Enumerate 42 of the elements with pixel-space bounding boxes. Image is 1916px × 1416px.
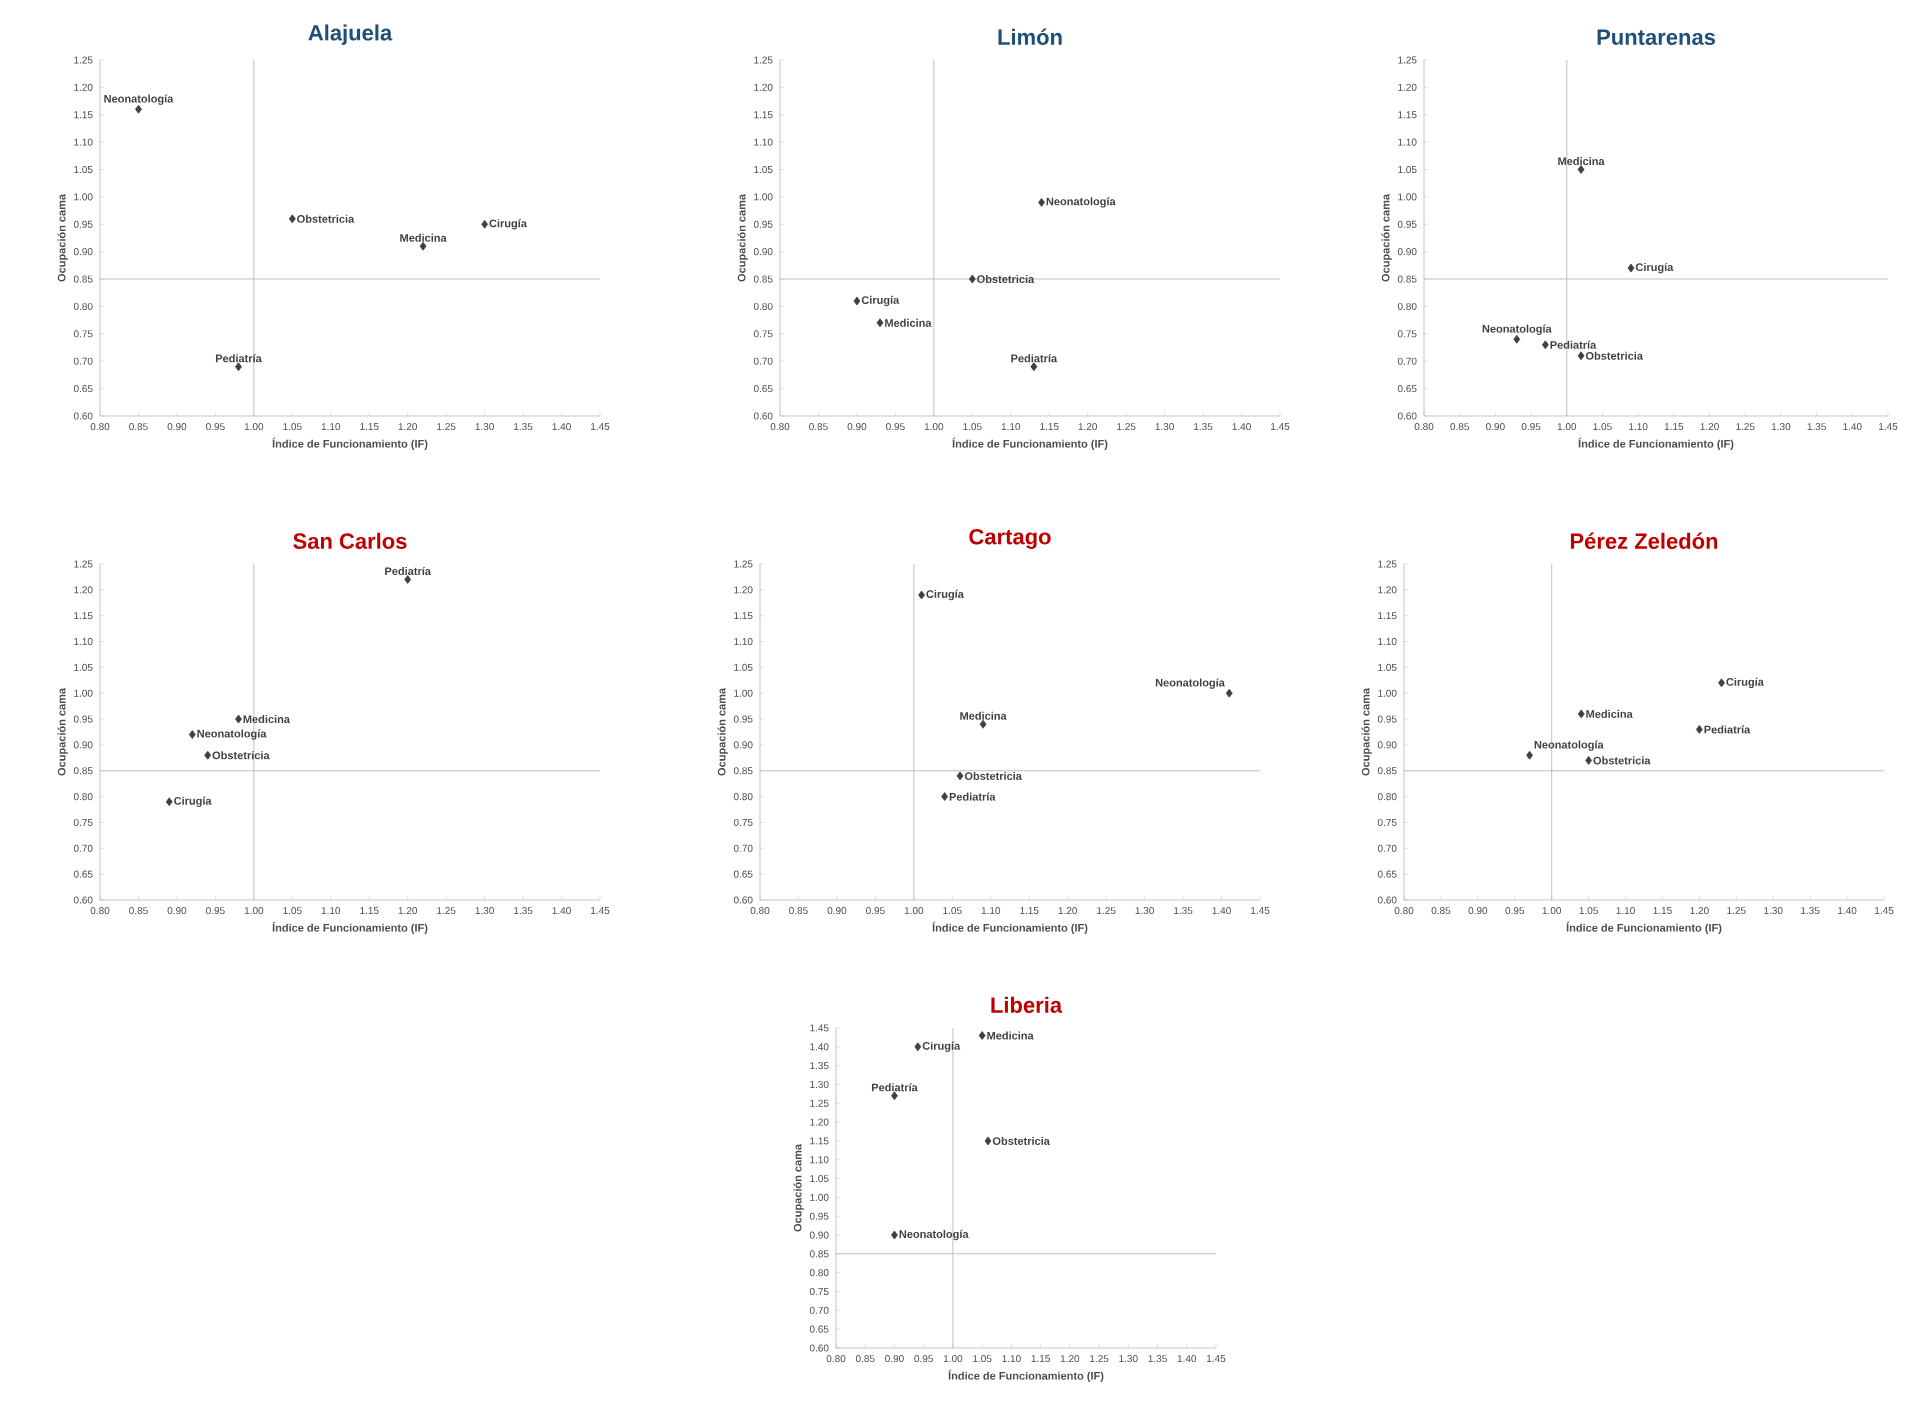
- point: [481, 219, 489, 229]
- point: [204, 750, 212, 760]
- chart-title: Cartago: [969, 528, 1051, 549]
- point: [1225, 688, 1233, 698]
- point: [135, 104, 142, 114]
- point: [853, 296, 861, 306]
- point: [1577, 709, 1585, 719]
- point: [1577, 165, 1585, 174]
- chart-title: San Carlos: [293, 532, 407, 549]
- point: [891, 1230, 898, 1240]
- point: [956, 771, 964, 781]
- point: [419, 241, 427, 251]
- point: [1718, 678, 1725, 688]
- point: [968, 274, 976, 284]
- point: [1541, 340, 1549, 350]
- point: [165, 797, 173, 807]
- point: [979, 719, 987, 729]
- point: [1627, 263, 1635, 273]
- point: [235, 362, 242, 372]
- point: [891, 1091, 898, 1101]
- point: [288, 214, 296, 224]
- point: [235, 714, 242, 724]
- point: [1585, 756, 1593, 765]
- point: [1577, 351, 1585, 361]
- point: [918, 590, 925, 600]
- point: [1526, 750, 1533, 760]
- chart-title: Puntarenas: [1597, 29, 1715, 45]
- chart-title: Alajuela: [308, 24, 393, 45]
- chart-title: Liberia: [991, 996, 1063, 1013]
- chart-title: Pérez Zeledón: [1570, 532, 1718, 549]
- point: [1038, 197, 1045, 207]
- point: [978, 1031, 986, 1040]
- point: [941, 792, 949, 801]
- point: [914, 1042, 922, 1052]
- point: [1513, 334, 1521, 344]
- chart-title: Limón: [998, 28, 1062, 45]
- point: [1030, 362, 1038, 372]
- point: [1695, 724, 1703, 734]
- point: [404, 575, 412, 584]
- point: [984, 1136, 992, 1146]
- point: [876, 318, 884, 328]
- point: [188, 730, 196, 739]
